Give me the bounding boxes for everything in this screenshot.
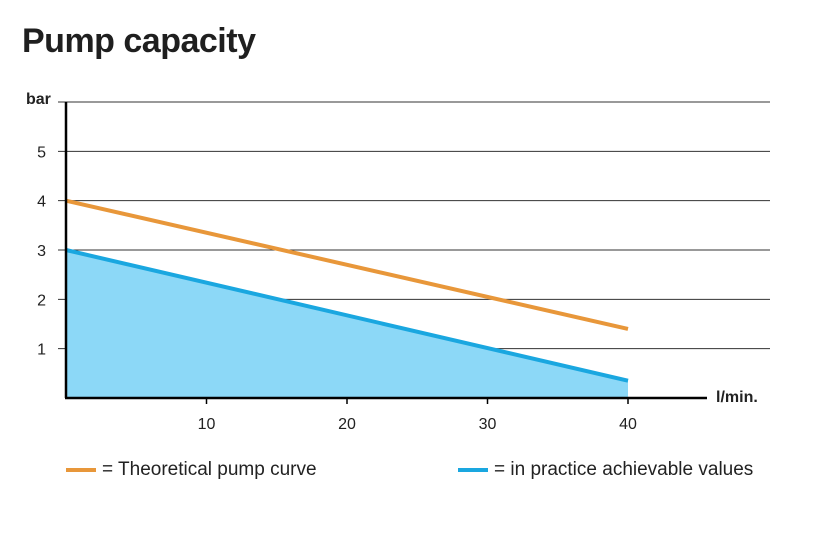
chart-title: Pump capacity: [22, 22, 256, 60]
legend-swatch-theoretical: [66, 468, 96, 472]
y-tick-label-5: 5: [37, 144, 46, 161]
series-lines: [65, 198, 629, 383]
practical-area: [66, 250, 628, 398]
area-practical: [66, 250, 628, 398]
y-tick-label-1: 1: [37, 342, 46, 359]
series-line-practical: [65, 248, 629, 383]
axes: [64, 102, 707, 404]
y-tick-label-4: 4: [37, 194, 46, 211]
x-axis-label: l/min.: [716, 389, 758, 406]
tick-labels: 1 2 3 4 5 10 20 30 40: [37, 144, 637, 433]
x-tick-label-40: 40: [619, 416, 637, 433]
legend-label-practical: = in practice achievable values: [494, 459, 754, 480]
y-tick-label-2: 2: [37, 292, 46, 309]
legend-swatch-practical: [458, 468, 488, 472]
y-tick-label-3: 3: [37, 243, 46, 260]
series-line-theoretical: [65, 198, 629, 331]
y-axis-label: bar: [26, 91, 51, 108]
legend-item-theoretical: = Theoretical pump curve: [66, 458, 317, 482]
x-tick-label-30: 30: [479, 416, 497, 433]
x-tick-label-10: 10: [198, 416, 216, 433]
legend-item-practical: = in practice achievable values: [458, 458, 753, 482]
legend-label-theoretical: = Theoretical pump curve: [102, 459, 317, 480]
x-tick-label-20: 20: [338, 416, 356, 433]
